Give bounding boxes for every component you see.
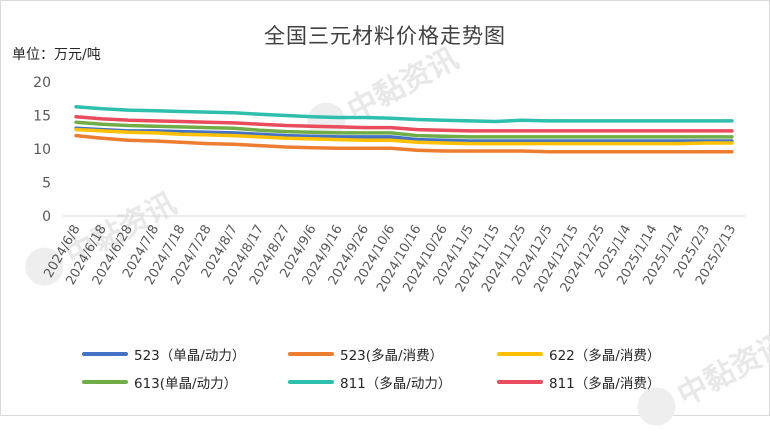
y-tick-label: 20	[33, 75, 51, 91]
legend-swatch	[288, 380, 334, 384]
y-tick-label: 5	[42, 176, 51, 192]
series-line-4	[74, 120, 734, 139]
legend-swatch	[82, 380, 128, 384]
legend-label: 613(单晶/动力）	[134, 376, 238, 392]
series-line-2	[74, 133, 734, 154]
legend-item: 811（多晶/动力）	[288, 372, 451, 392]
series-line-6	[74, 115, 734, 133]
legend-swatch	[497, 380, 543, 384]
y-tick-label: 15	[33, 109, 51, 125]
y-tick-label: 10	[33, 142, 51, 158]
series-line-5	[74, 105, 734, 124]
legend-item: 523(多晶/消费）	[288, 344, 443, 364]
legend-swatch	[288, 352, 334, 356]
legend-label: 811（多晶/消费）	[549, 376, 661, 392]
legend-label: 811（多晶/动力）	[340, 376, 452, 392]
y-tick-label: 0	[42, 209, 51, 225]
legend-label: 622（多晶/消费）	[549, 348, 661, 364]
legend-item: 613(单晶/动力）	[82, 372, 237, 392]
legend-label: 523(多晶/消费）	[340, 348, 444, 364]
legend-item: 622（多晶/消费）	[497, 344, 660, 364]
legend-label: 523（单晶/动力）	[134, 348, 246, 364]
y-axis-unit-label: 单位：万元/吨	[12, 47, 101, 63]
legend-swatch	[497, 352, 543, 356]
legend-item: 523（单晶/动力）	[82, 344, 245, 364]
line-chart: 051015202024/6/82024/6/182024/6/282024/7…	[33, 75, 745, 295]
legend-item: 811（多晶/消费）	[497, 372, 660, 392]
chart-title: 全国三元材料价格走势图	[264, 24, 506, 48]
legend-swatch	[82, 352, 128, 356]
series-line-3	[74, 127, 734, 146]
chart-frame	[0, 0, 770, 416]
series-line-1	[74, 126, 734, 143]
